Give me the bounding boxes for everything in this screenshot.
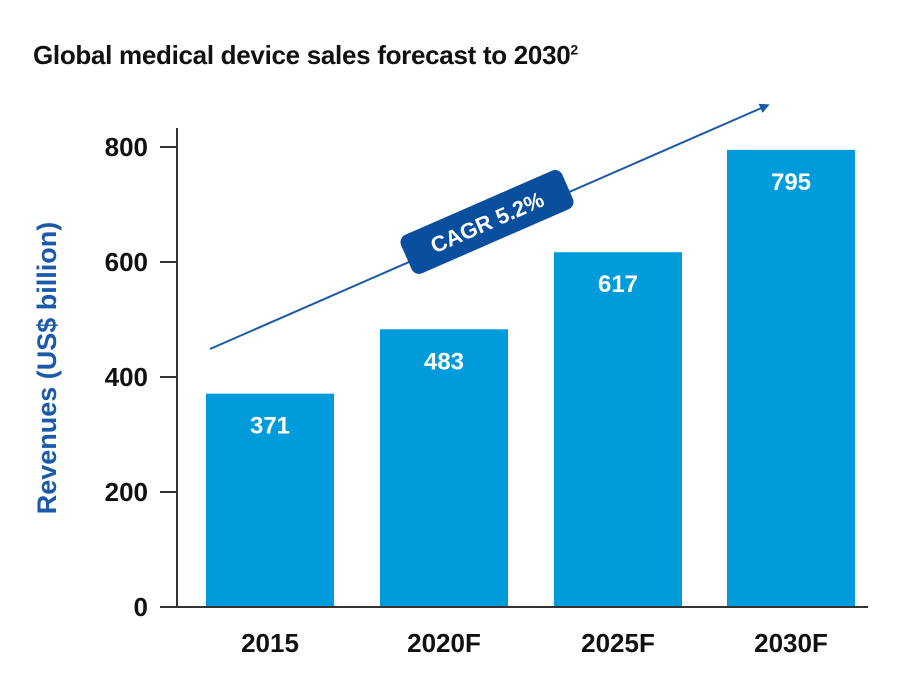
y-tick-label: 200	[105, 477, 148, 507]
y-tick-label: 600	[105, 247, 148, 277]
bar-value-label: 371	[250, 413, 290, 440]
bar-value-label: 483	[424, 348, 464, 375]
bar-value-label: 795	[771, 169, 811, 196]
x-tick-label: 2025F	[581, 628, 655, 658]
bar-value-label: 617	[598, 271, 638, 298]
x-tick-label: 2030F	[754, 628, 828, 658]
chart-title-text: Global medical device sales forecast to …	[33, 40, 571, 70]
y-tick-label: 400	[105, 362, 148, 392]
cagr-badge: CAGR 5.2%	[400, 170, 574, 274]
bar-2030F	[727, 149, 855, 607]
chart-title: Global medical device sales forecast to …	[33, 40, 578, 71]
x-tick-label: 2015	[241, 628, 299, 658]
y-tick-label: 800	[105, 132, 148, 162]
bar-2025F	[554, 252, 682, 607]
bar-2015	[206, 393, 334, 607]
cagr-badge-background	[400, 170, 574, 274]
y-tick-label: 0	[134, 592, 148, 622]
y-axis-label: Revenues (US$ billion)	[32, 222, 62, 515]
title-footnote: 2	[570, 41, 578, 58]
x-tick-label: 2020F	[407, 628, 481, 658]
bar-2020F	[380, 329, 508, 607]
